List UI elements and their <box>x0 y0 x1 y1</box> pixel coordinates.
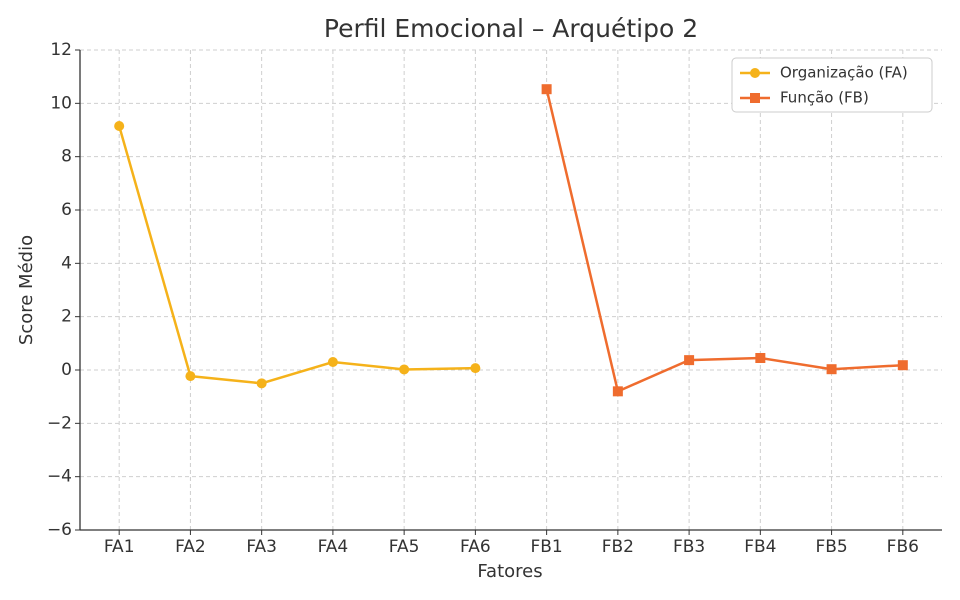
marker <box>185 371 196 382</box>
marker <box>470 363 481 374</box>
x-tick-label: FA2 <box>175 537 206 557</box>
legend-label: Função (FB) <box>780 89 869 107</box>
y-tick-label: 4 <box>61 253 72 273</box>
marker <box>750 93 760 103</box>
marker <box>541 84 552 95</box>
marker <box>750 68 760 78</box>
marker <box>327 357 338 367</box>
x-tick-label: FA4 <box>318 537 349 557</box>
y-tick-label: 6 <box>61 200 72 220</box>
y-axis-label: Score Médio <box>16 235 37 345</box>
series-line <box>117 125 476 385</box>
marker <box>755 353 766 363</box>
legend: Organização (FA) Função (FB) <box>731 57 933 113</box>
x-tick-label: FA5 <box>389 537 420 557</box>
y-tick-label: −2 <box>47 413 72 433</box>
y-tick-label: 2 <box>61 307 72 327</box>
y-tick-label: −4 <box>47 467 72 487</box>
marker <box>399 364 410 375</box>
marker <box>684 355 695 366</box>
x-tick-label: FA6 <box>460 537 491 557</box>
x-tick-label: FA1 <box>104 537 135 557</box>
marker <box>826 364 837 375</box>
legend-box <box>731 57 933 113</box>
x-tick-label: FB3 <box>673 537 705 557</box>
marker <box>256 378 267 389</box>
y-tick-label: 12 <box>50 40 72 60</box>
chart-title: Perfil Emocional – Arquétipo 2 <box>324 14 698 43</box>
x-tick-label: FB6 <box>887 537 919 557</box>
series-line <box>545 88 903 394</box>
marker <box>897 360 908 371</box>
x-tick-label: FA3 <box>246 537 277 557</box>
marker <box>612 386 623 397</box>
y-tick-label: 10 <box>50 93 72 113</box>
y-tick-label: 0 <box>61 360 72 380</box>
legend-label: Organização (FA) <box>780 64 908 82</box>
y-tick-label: −6 <box>47 520 72 540</box>
x-tick-label: FB2 <box>602 537 634 557</box>
x-axis-label: Fatores <box>477 561 542 582</box>
marker <box>114 121 125 131</box>
x-tick-label: FB4 <box>744 537 776 557</box>
y-tick-label: 8 <box>61 147 72 167</box>
x-tick-label: FB5 <box>815 537 847 557</box>
x-tick-label: FB1 <box>530 537 562 557</box>
